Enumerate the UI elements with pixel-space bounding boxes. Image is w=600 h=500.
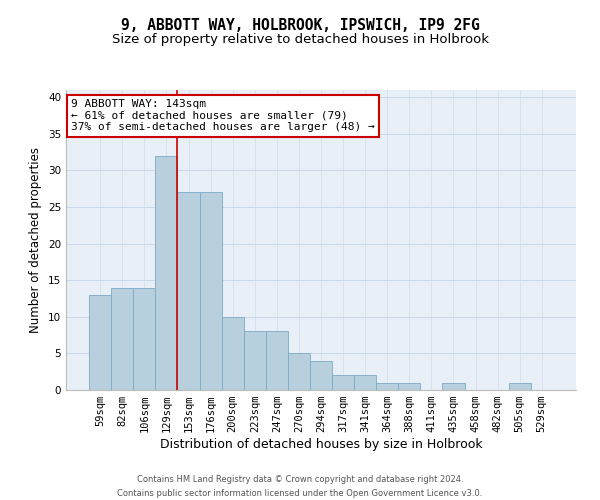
Text: 9 ABBOTT WAY: 143sqm
← 61% of detached houses are smaller (79)
37% of semi-detac: 9 ABBOTT WAY: 143sqm ← 61% of detached h… [71,99,375,132]
Text: Size of property relative to detached houses in Holbrook: Size of property relative to detached ho… [112,32,488,46]
Bar [89,295,111,390]
Bar [310,360,332,390]
Bar [354,376,376,390]
Bar [509,382,531,390]
Bar [376,382,398,390]
Text: Contains HM Land Registry data © Crown copyright and database right 2024.
Contai: Contains HM Land Registry data © Crown c… [118,476,482,498]
Y-axis label: Number of detached properties: Number of detached properties [29,147,43,333]
Bar [133,288,155,390]
Bar [155,156,178,390]
X-axis label: Distribution of detached houses by size in Holbrook: Distribution of detached houses by size … [160,438,482,451]
Bar [178,192,200,390]
Bar [332,376,354,390]
Bar [288,354,310,390]
Bar [200,192,221,390]
Bar [398,382,421,390]
Bar [244,332,266,390]
Bar [221,317,244,390]
Bar [111,288,133,390]
Bar [442,382,464,390]
Text: 9, ABBOTT WAY, HOLBROOK, IPSWICH, IP9 2FG: 9, ABBOTT WAY, HOLBROOK, IPSWICH, IP9 2F… [121,18,479,32]
Bar [266,332,288,390]
